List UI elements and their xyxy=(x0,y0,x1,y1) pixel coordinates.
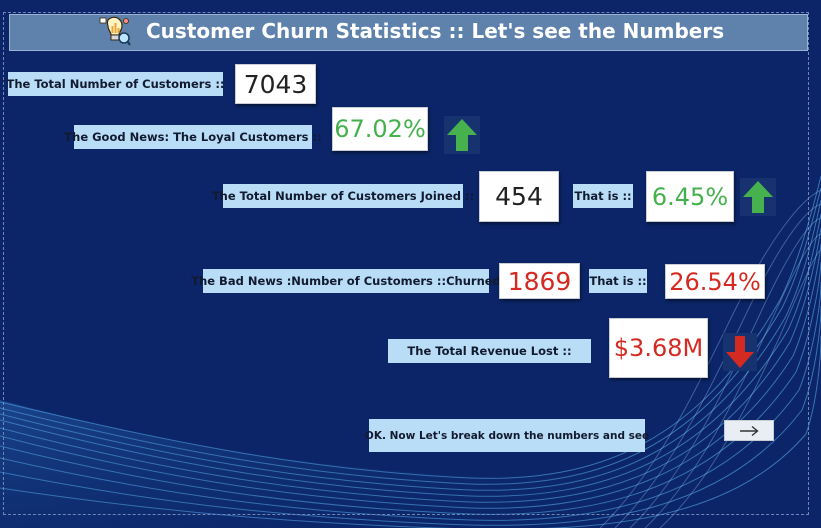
analytics-lightbulb-icon xyxy=(99,16,131,46)
joined-percent-value: 6.45% xyxy=(646,171,734,222)
customers-joined-value: 454 xyxy=(479,171,559,222)
breakdown-prompt: OK. Now Let's break down the numbers and… xyxy=(365,419,649,452)
revenue-lost-value: $3.68M xyxy=(609,318,708,378)
churned-customers-label: The Bad News :Number of Customers ::Chur… xyxy=(191,269,501,293)
arrow-up-icon xyxy=(740,178,776,216)
total-customers-label: The Total Number of Customers :: xyxy=(6,72,225,96)
revenue-lost-label: The Total Revenue Lost :: xyxy=(388,339,591,363)
arrow-right-icon xyxy=(740,425,759,436)
total-customers-value: 7043 xyxy=(235,64,316,104)
churned-that-is-label: That is :: xyxy=(589,269,647,293)
arrow-down-icon xyxy=(723,333,757,371)
loyal-customers-label: The Good News: The Loyal Customers :: xyxy=(64,125,322,149)
page-title: Customer Churn Statistics :: Let's see t… xyxy=(146,19,725,43)
next-page-button[interactable] xyxy=(724,420,774,441)
churned-customers-value: 1869 xyxy=(499,263,580,299)
joined-that-is-label: That is :: xyxy=(573,184,633,208)
loyal-customers-value: 67.02% xyxy=(332,107,428,151)
arrow-up-icon xyxy=(444,116,480,154)
dashboard-frame xyxy=(3,12,809,515)
customers-joined-label: The Total Number of Customers Joined :: xyxy=(212,184,474,208)
churned-percent-value: 26.54% xyxy=(665,264,765,299)
title-bar xyxy=(9,14,808,51)
